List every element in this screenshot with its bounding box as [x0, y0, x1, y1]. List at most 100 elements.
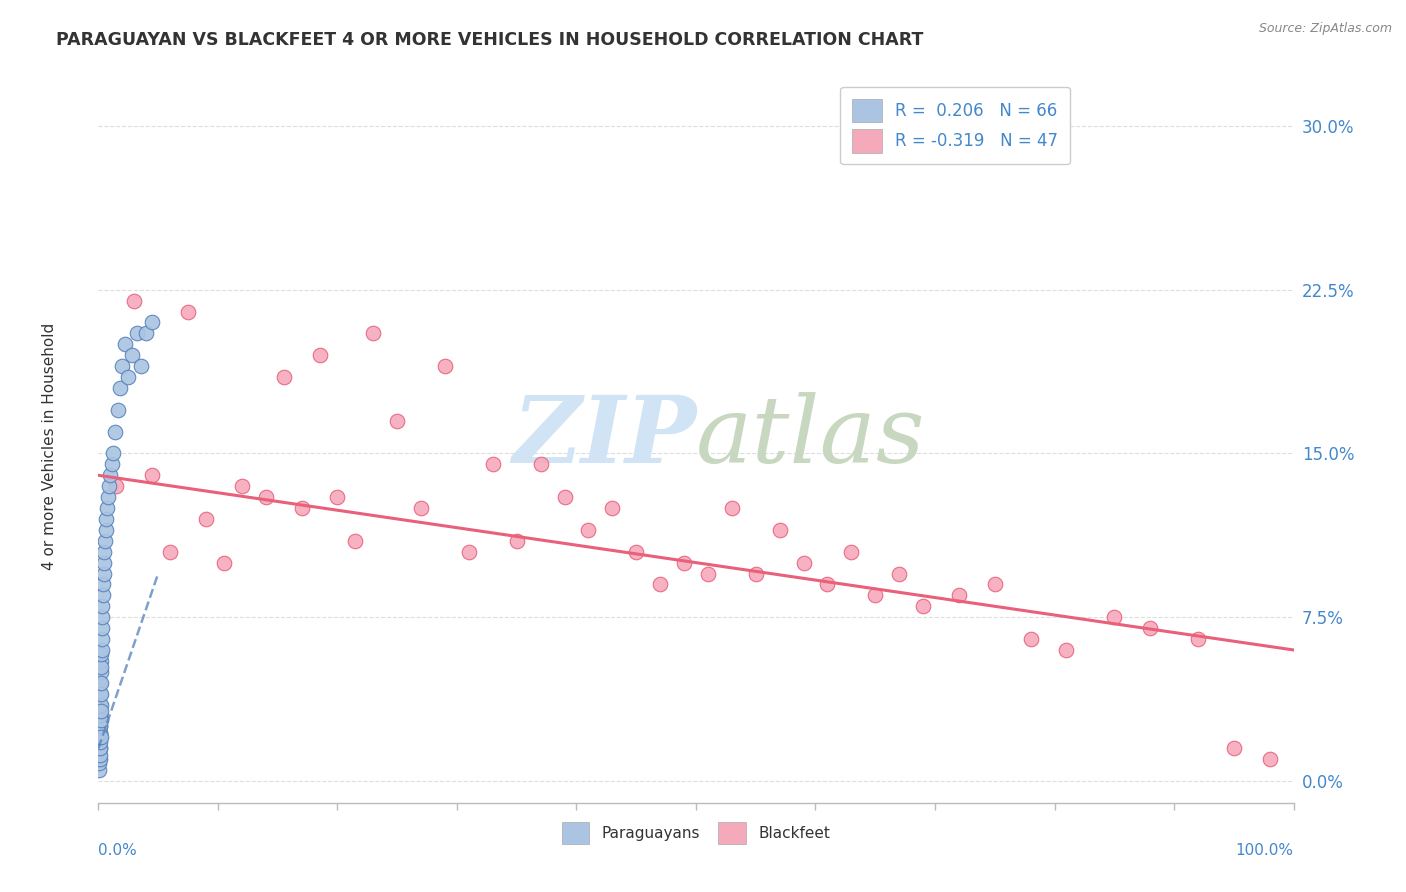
Point [135, 326, 157, 341]
Point [817, 577, 839, 591]
Point [578, 523, 600, 537]
Point [91, 577, 114, 591]
Point [90, 654, 112, 668]
Point [291, 501, 314, 516]
Point [104, 425, 127, 439]
Point [506, 533, 529, 548]
Point [94, 533, 117, 548]
Text: 0.0%: 0.0% [98, 843, 138, 858]
Point [326, 490, 349, 504]
Point [458, 545, 481, 559]
Point [89, 719, 111, 733]
Text: PARAGUAYAN VS BLACKFEET 4 OR MORE VEHICLES IN HOUSEHOLD CORRELATION CHART: PARAGUAYAN VS BLACKFEET 4 OR MORE VEHICL… [56, 31, 924, 49]
Point [530, 458, 553, 472]
Text: 100.0%: 100.0% [1236, 843, 1294, 858]
Point [1187, 632, 1209, 646]
Point [89, 752, 111, 766]
Point [89, 719, 111, 733]
Point [89, 741, 111, 756]
Point [125, 326, 148, 341]
Point [141, 468, 163, 483]
Point [1104, 610, 1126, 624]
Point [889, 566, 911, 581]
Point [434, 359, 457, 373]
Point [769, 523, 792, 537]
Point [912, 599, 935, 614]
Point [117, 370, 139, 384]
Point [90, 704, 112, 718]
Point [89, 726, 111, 740]
Point [273, 370, 295, 384]
Point [89, 763, 111, 777]
Point [195, 512, 218, 526]
Point [91, 610, 114, 624]
Point [254, 490, 277, 504]
Point [89, 752, 111, 766]
Point [90, 713, 112, 727]
Point [89, 734, 111, 748]
Point [90, 660, 112, 674]
Point [89, 747, 111, 762]
Point [177, 304, 200, 318]
Point [89, 675, 111, 690]
Point [90, 648, 112, 662]
Point [91, 621, 114, 635]
Point [231, 479, 253, 493]
Point [865, 588, 887, 602]
Point [93, 566, 115, 581]
Point [411, 501, 433, 516]
Text: 4 or more Vehicles in Household: 4 or more Vehicles in Household [42, 322, 56, 570]
Point [89, 687, 111, 701]
Text: Source: ZipAtlas.com: Source: ZipAtlas.com [1258, 22, 1392, 36]
Point [94, 523, 117, 537]
Point [841, 545, 863, 559]
Point [98, 468, 122, 483]
Point [90, 632, 112, 646]
Point [1139, 621, 1161, 635]
Point [626, 545, 648, 559]
Point [89, 741, 111, 756]
Point [107, 402, 129, 417]
Point [89, 741, 111, 756]
Point [105, 479, 128, 493]
Point [697, 566, 720, 581]
Point [90, 643, 112, 657]
Point [673, 556, 696, 570]
Point [745, 566, 768, 581]
Point [344, 533, 367, 548]
Point [90, 687, 112, 701]
Point [97, 490, 120, 504]
Point [96, 512, 118, 526]
Point [1019, 632, 1042, 646]
Point [89, 704, 111, 718]
Point [91, 599, 114, 614]
Point [89, 726, 111, 740]
Point [554, 490, 576, 504]
Point [100, 458, 122, 472]
Point [948, 588, 970, 602]
Point [308, 348, 330, 362]
Legend: Paraguayans, Blackfeet: Paraguayans, Blackfeet [555, 816, 837, 850]
Point [1223, 741, 1246, 756]
Point [89, 731, 111, 745]
Point [111, 359, 134, 373]
Text: ZIP: ZIP [512, 392, 696, 482]
Point [793, 556, 815, 570]
Point [93, 545, 115, 559]
Point [96, 501, 118, 516]
Point [89, 731, 111, 745]
Point [90, 731, 112, 745]
Point [482, 458, 505, 472]
Point [721, 501, 744, 516]
Point [93, 556, 115, 570]
Point [90, 665, 112, 679]
Point [363, 326, 385, 341]
Point [101, 446, 124, 460]
Point [1258, 752, 1281, 766]
Point [108, 381, 131, 395]
Point [121, 348, 143, 362]
Point [124, 293, 146, 308]
Point [650, 577, 672, 591]
Point [98, 479, 121, 493]
Point [89, 698, 111, 712]
